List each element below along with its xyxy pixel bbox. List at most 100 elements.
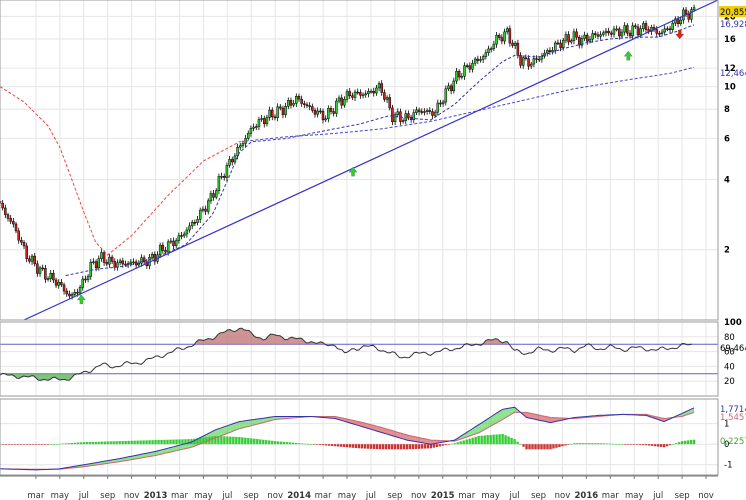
macd-histogram-bar [636,444,639,445]
macd-histogram-bar [274,441,277,445]
macd-histogram-bar [196,438,199,445]
macd-histogram-bar [118,441,121,445]
macd-histogram-bar [591,443,594,445]
candle-down [84,278,87,281]
candle-down [586,34,589,42]
candle-up [177,235,181,241]
candle-down [559,42,562,48]
macd-histogram-bar [130,440,133,445]
macd-histogram-bar [372,444,376,449]
candle-down [383,92,386,100]
x-tick-label: jul [221,491,232,500]
macd-histogram-bar [220,436,223,445]
candle-down [636,26,640,36]
candle-up [591,33,594,40]
candle-down [4,207,7,216]
candle-down [297,96,301,100]
macd-histogram-bar [259,439,262,445]
candle-down [449,85,453,92]
candle-down [279,106,282,109]
macd-histogram-bar [390,444,394,450]
macd-ribbon-segment [400,433,404,440]
candle-up [30,255,34,262]
macd-histogram-bar [633,444,636,445]
candle-up [126,263,130,265]
macd-ribbon-segment [433,440,437,444]
price-y-tick-label: 20 [724,12,736,22]
candle-down [457,71,461,78]
macd-ribbon-segment [553,417,557,422]
macd-histogram-bar [603,443,606,445]
candle-up [385,97,389,100]
panel-border [0,398,719,476]
candle-down [6,214,10,219]
candle-up [190,222,194,227]
candle-down [388,97,391,109]
candle-down [391,107,394,123]
x-tick-label: mar [171,491,188,500]
macd-histogram-bar [223,436,226,445]
macd-histogram-bar [226,436,229,445]
candle-up [361,94,365,97]
candle-up [447,85,450,90]
signal-value-label: 1,5457 [720,413,746,423]
macd-histogram-bar [396,444,400,450]
candle-down [658,33,661,35]
macd-histogram-bar [408,444,412,450]
macd-histogram-bar [214,435,217,445]
macd-histogram-bar [689,440,693,445]
candle-down [17,230,20,241]
macd-histogram-bar [342,444,346,448]
candle-up [132,261,135,264]
macd-histogram-bar [531,444,534,450]
candle-down [164,250,167,253]
candle-down [329,108,333,112]
candle-up [57,282,60,286]
macd-ribbon-segment [490,415,494,427]
candle-up [415,109,418,113]
candle-up [78,286,82,294]
macd-histogram-bar [671,444,675,445]
macd-histogram-bar [513,439,516,445]
candle-up [174,240,178,246]
macd-histogram-bar [309,444,313,445]
macd-histogram-bar [417,444,421,449]
candle-up [436,102,440,113]
macd-histogram-bar [360,444,364,449]
rsi-value-label: 69,464 [720,344,746,354]
candle-down [380,83,383,93]
macd-histogram-bar [70,442,73,445]
macd-histogram-bar [519,444,522,445]
x-tick-label: may [51,491,70,500]
macd-histogram-bar [393,444,397,450]
candle-up [660,31,664,34]
macd-histogram-bar [516,441,519,445]
candle-down [36,263,39,274]
candle-up [198,209,202,220]
macd-histogram-bar [151,440,154,445]
macd-histogram-bar [291,442,295,445]
macd-histogram-bar [645,444,648,446]
rsi-y-tick-label: 60 [724,348,735,358]
macd-histogram-bar [303,443,307,445]
candle-up [217,176,221,192]
candle-up [188,225,191,231]
macd-histogram-bar [154,440,157,445]
chart-grid [0,0,718,475]
x-tick-label: sep [244,491,259,500]
candle-up [444,88,448,103]
macd-histogram-bar [121,441,124,445]
macd-histogram-bar [253,438,256,445]
macd-ribbon-segment [137,454,141,459]
macd-histogram-bar [387,444,391,450]
candle-down [634,25,637,28]
x-tick-label: 2014 [287,491,311,500]
macd-histogram-bar [686,440,690,445]
macd-ribbon-segment [538,414,542,421]
sma-long-label: 12,464 [720,69,746,79]
candle-down [567,34,570,43]
macd-value-label: 1,7714 [720,405,746,415]
candle-up [495,34,498,45]
macd-histogram-bar [537,444,540,450]
macd-histogram-bar [468,438,471,445]
